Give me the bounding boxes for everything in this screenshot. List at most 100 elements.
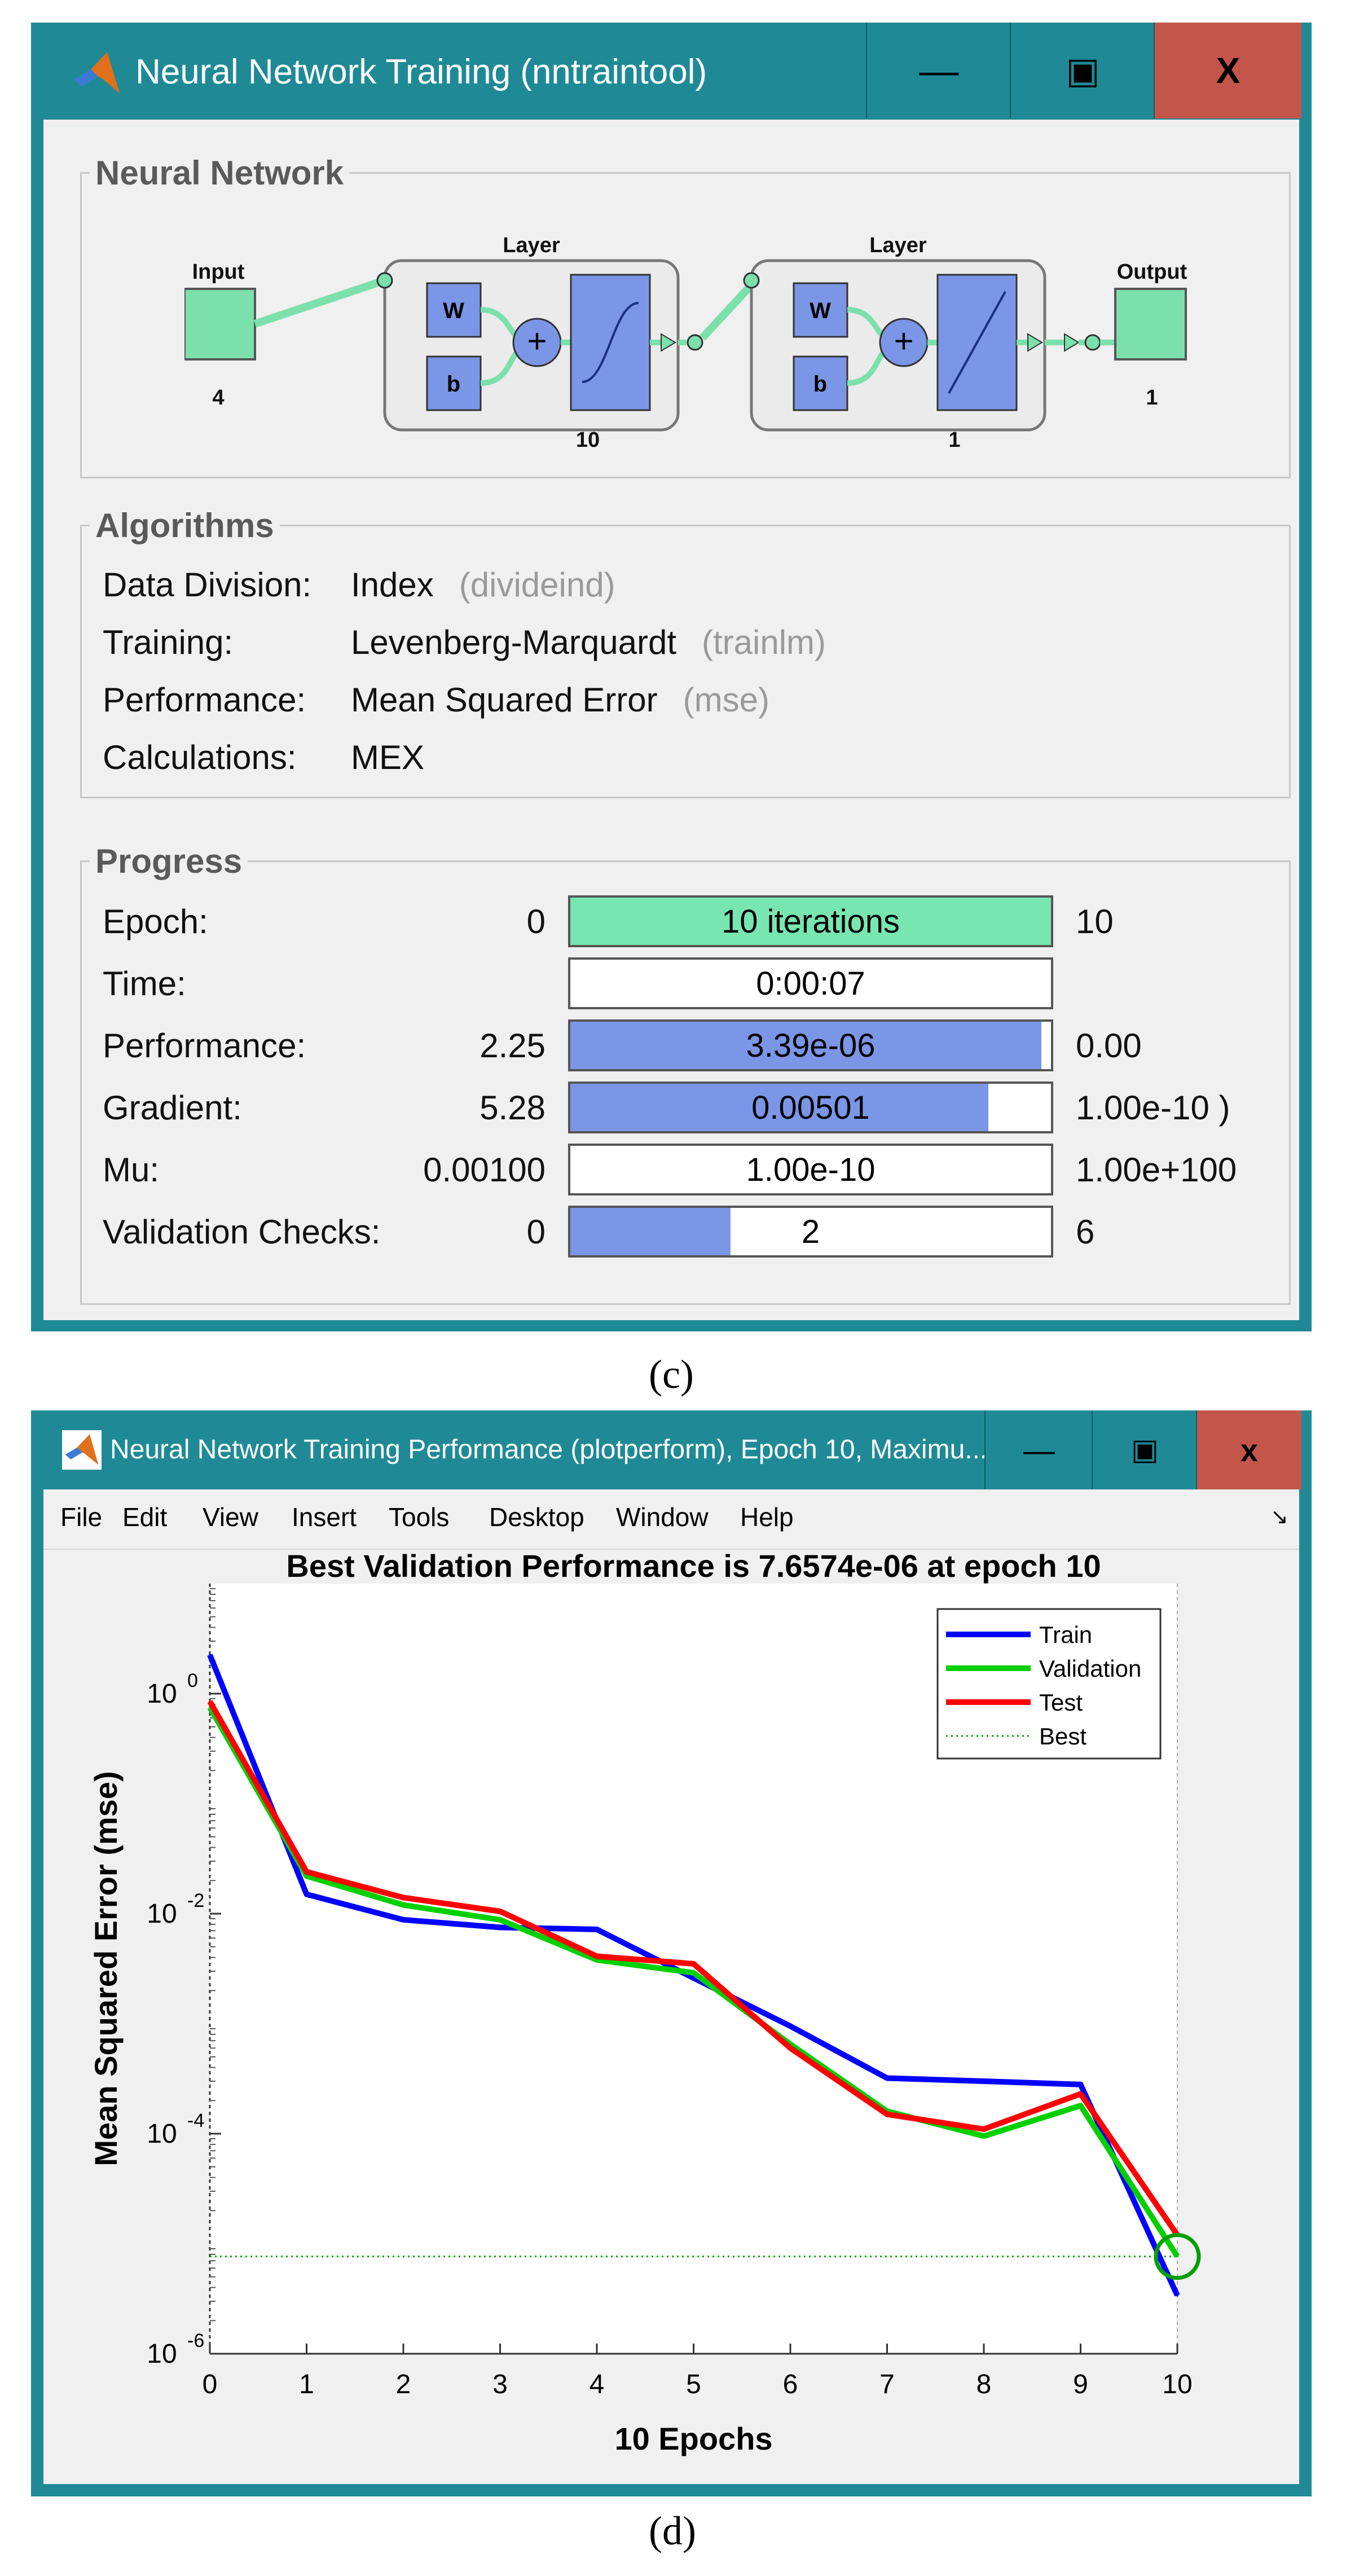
layer1-size: 10 [576, 428, 600, 452]
progress-label: Performance: [103, 1027, 306, 1065]
data-point-test [596, 1955, 598, 1958]
minimize-icon: ― [1023, 1432, 1055, 1468]
minimize-button[interactable]: ― [866, 23, 1011, 118]
progress-current-value: 2 [801, 1213, 820, 1250]
progress-start-value: 0.00100 [423, 1151, 546, 1189]
progress-current-value: 3.39e-06 [746, 1027, 876, 1064]
maximize-icon: ▣ [1131, 1434, 1159, 1466]
data-point-train [789, 2025, 791, 2028]
y-tick-label-exponent: -2 [187, 1890, 204, 1911]
maximize-button[interactable]: ▣ [1092, 1410, 1197, 1489]
layer1-output-node [687, 334, 703, 351]
data-point-train [596, 1928, 598, 1931]
output-label: Output [1117, 260, 1187, 284]
algorithm-value[interactable]: Mean Squared Error (mse) [351, 680, 769, 719]
plot-client: Best Validation Performance is 7.6574e-0… [43, 1548, 1299, 2484]
progress-end-value: 10 [1076, 903, 1114, 940]
neural-network-group: Neural Network [80, 153, 1291, 478]
progress-bar: 0:00:07 [568, 957, 1053, 1009]
y-tick-label-base: 10 [147, 2119, 177, 2149]
data-point-train [499, 1926, 502, 1929]
data-point-test [402, 1896, 404, 1899]
close-button[interactable]: X [1154, 23, 1301, 118]
x-tick-label: 1 [299, 2370, 314, 2399]
data-point-train [1079, 2083, 1082, 2086]
algorithm-code: (divideind) [459, 566, 615, 604]
menu-window[interactable]: Window [616, 1502, 709, 1532]
menu-edit[interactable]: Edit [122, 1502, 168, 1532]
y-tick-label-exponent: -6 [187, 2330, 204, 2351]
menu-view[interactable]: View [203, 1502, 258, 1532]
y-tick-label-base: 10 [147, 1679, 177, 1709]
y-axis-label: Mean Squared Error (mse) [88, 1771, 124, 2166]
x-tick-label: 8 [976, 2370, 992, 2399]
data-point-validation [596, 1958, 598, 1961]
data-point-test [209, 1700, 211, 1703]
tansig-curve [582, 302, 639, 383]
layer1-bias-block [426, 355, 482, 411]
progress-start-value: 0 [526, 903, 546, 940]
best-marker [1154, 2233, 1201, 2280]
progress-current-value: 1.00e-10 [746, 1151, 876, 1188]
x-tick-label: 3 [492, 2370, 508, 2399]
x-tick-label: 5 [686, 2370, 701, 2399]
y-tick-label-exponent: 0 [187, 1670, 198, 1691]
dock-arrow-icon[interactable]: ↘ [1270, 1505, 1288, 1529]
progress-bar-fill [570, 1084, 989, 1131]
algorithm-name[interactable]: Levenberg-Marquardt [351, 623, 677, 661]
x-axis-label: 10 Epochs [614, 2421, 772, 2456]
network-diagram: Input 4 Layer 10 Layer 1 Output 1 W b [184, 234, 1187, 452]
y-tick-label-base: 10 [147, 2339, 177, 2369]
data-point-train [209, 1654, 211, 1656]
layer2-input-node [743, 272, 760, 289]
algorithm-value[interactable]: Levenberg-Marquardt (trainlm) [351, 623, 826, 662]
data-point-train [886, 2077, 888, 2080]
algorithm-name[interactable]: Mean Squared Error [351, 681, 658, 719]
progress-label: Gradient: [103, 1089, 242, 1127]
menu-help[interactable]: Help [740, 1502, 794, 1532]
chart-title: Best Validation Performance is 7.6574e-0… [286, 1550, 1101, 1584]
algorithm-name[interactable]: MEX [351, 738, 425, 776]
progress-label: Validation Checks: [103, 1213, 381, 1251]
progress-bar: 2 [568, 1206, 1053, 1258]
algorithm-value[interactable]: MEX [351, 738, 450, 777]
title-bar[interactable]: Neural Network Training Performance (plo… [31, 1410, 1312, 1489]
input-label: Input [192, 260, 245, 284]
title-bar[interactable]: Neural Network Training (nntraintool) ― … [31, 23, 1312, 118]
close-icon: x [1240, 1432, 1259, 1468]
legend-label: Best [1039, 1723, 1087, 1749]
menu-desktop[interactable]: Desktop [489, 1502, 584, 1532]
menu-bar: File Edit View Insert Tools Desktop Window Help… [43, 1489, 1299, 1550]
minimize-button[interactable]: ― [984, 1410, 1093, 1489]
algorithm-value[interactable]: Index (divideind) [351, 565, 615, 604]
data-point-train [1176, 2294, 1178, 2297]
data-point-train [305, 1893, 308, 1896]
layer1-input-node [376, 272, 393, 289]
close-button[interactable]: x [1196, 1410, 1301, 1489]
nntraintool-client: Neural Network Input 4 Layer 10 Layer 1 … [43, 120, 1299, 1320]
data-point-train [402, 1918, 404, 1921]
menu-tools[interactable]: Tools [389, 1502, 450, 1532]
progress-label: Epoch: [103, 903, 208, 940]
x-tick-label: 0 [203, 2370, 218, 2399]
layer1-plus: + [527, 322, 547, 360]
progress-start-value: 0 [526, 1213, 546, 1251]
data-point-validation [499, 1918, 502, 1921]
menu-insert[interactable]: Insert [292, 1502, 357, 1532]
progress-bar: 1.00e-10 [568, 1144, 1053, 1195]
progress-bar-fill [570, 898, 1051, 945]
output-size: 1 [1146, 386, 1158, 410]
progress-current-value: 0:00:07 [756, 965, 865, 1002]
purelin-line [948, 291, 1006, 394]
input-size: 4 [212, 386, 224, 410]
matlab-logo-icon [74, 52, 120, 94]
data-point-test [1079, 2093, 1082, 2095]
algorithm-name[interactable]: Index [351, 566, 434, 604]
menu-file[interactable]: File [60, 1502, 103, 1532]
progress-start-value: 2.25 [480, 1027, 546, 1065]
window-title: Neural Network Training Performance (plo… [110, 1435, 988, 1465]
legend-label: Validation [1039, 1655, 1141, 1682]
maximize-button[interactable]: ▣ [1010, 23, 1155, 118]
minimize-icon: ― [919, 49, 959, 93]
layer1-b: b [447, 372, 460, 397]
